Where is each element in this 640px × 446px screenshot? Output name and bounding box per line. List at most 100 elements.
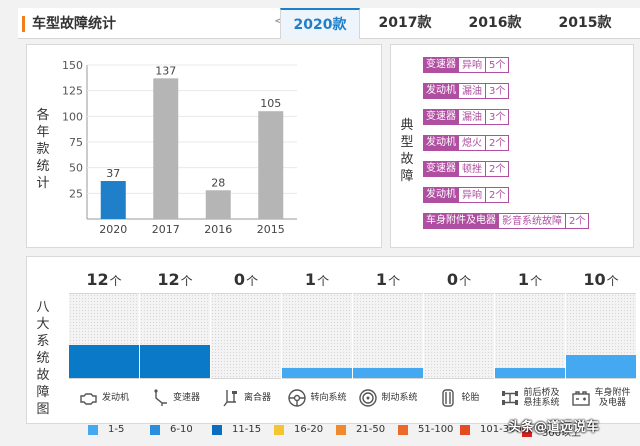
fault-type-tag: 影音系统故障	[499, 213, 566, 229]
bar-2015	[258, 111, 284, 219]
legend-swatch	[460, 424, 470, 435]
fault-type-tag: 异响	[459, 187, 486, 203]
legend-swatch	[150, 424, 160, 435]
fault-type-tag: 漏油	[459, 109, 486, 125]
system-column[interactable]: 10个 车身附件 及电器	[566, 267, 636, 417]
tab-2017[interactable]: 2017款	[378, 15, 432, 31]
system-level-fill	[282, 367, 352, 378]
system-column[interactable]: 12个发动机	[69, 267, 139, 417]
system-label: 车身附件 及电器	[566, 378, 636, 417]
fault-item[interactable]: 发动机 漏油 3个	[423, 83, 510, 99]
fault-count-tag: 2个	[486, 135, 510, 151]
tab-2015[interactable]: 2015款	[558, 15, 612, 31]
y-tick-label: 100	[62, 110, 83, 123]
system-count: 12个	[69, 267, 139, 294]
gear-shift-icon	[154, 389, 167, 406]
bar-2020	[100, 181, 126, 219]
fault-item[interactable]: 发动机 异响 2个	[423, 187, 510, 203]
yearly-stats-panel: 各年款统计 25 50 75 100 125 150 37 2020 137 2017 28 2016…	[26, 44, 382, 248]
bar-value-label: 28	[211, 176, 225, 189]
system-column[interactable]: 0个轮胎	[424, 267, 494, 417]
legend-item: 101-300	[460, 424, 522, 435]
x-tick-label: 2016	[204, 223, 232, 236]
legend-swatch	[212, 424, 222, 435]
legend-label: 101-300	[480, 424, 522, 435]
fault-system-tag: 发动机	[423, 187, 459, 203]
legend-label: 6-10	[170, 424, 193, 435]
system-level-area	[211, 294, 281, 378]
fault-count-tag: 2个	[566, 213, 590, 229]
car-battery-icon	[572, 391, 591, 406]
clutch-icon	[223, 390, 237, 407]
fault-system-tag: 变速器	[423, 57, 459, 73]
y-tick-label: 125	[62, 85, 83, 98]
system-name: 前后桥及 悬挂系统	[523, 388, 560, 408]
fault-item[interactable]: 变速器 顿挫 2个	[423, 161, 510, 177]
system-count: 0个	[424, 267, 494, 294]
y-tick-label: 150	[62, 59, 83, 72]
system-count: 1个	[282, 267, 352, 294]
fault-item[interactable]: 变速器 异响 5个	[423, 57, 510, 73]
system-count: 12个	[140, 267, 210, 294]
fault-count-tag: 2个	[486, 161, 510, 177]
system-name: 发动机	[101, 393, 129, 403]
bar-value-label: 137	[155, 64, 176, 77]
systems-panel: 八大系统故障图 12个 发动机 12个 变速器 0个 离合器 1个 转向系统 1个 制动系统 0个轮…	[26, 256, 640, 424]
fault-count-tag: 3个	[486, 83, 510, 99]
fault-count-tag: 3个	[486, 109, 510, 125]
systems-side-label: 八大系统故障图	[36, 300, 50, 417]
fault-system-tag: 车身附件及电器	[423, 213, 499, 229]
legend-label: 11-15	[232, 424, 262, 435]
header-bar: 车型故障统计 < 2020款 2017款 2016款 2015款	[18, 8, 640, 39]
x-tick-label: 2015	[257, 223, 285, 236]
system-level-area	[140, 294, 210, 378]
system-level-area	[566, 294, 636, 378]
system-column[interactable]: 12个变速器	[140, 267, 210, 417]
fault-type-tag: 顿挫	[459, 161, 486, 177]
system-label: 制动系统	[353, 378, 423, 417]
page-title: 车型故障统计	[32, 16, 116, 32]
system-column[interactable]: 1个前后桥及 悬挂系统	[495, 267, 565, 417]
x-tick-label: 2017	[152, 223, 180, 236]
system-column[interactable]: 0个 离合器	[211, 267, 281, 417]
system-label: 转向系统	[282, 378, 352, 417]
x-tick-label: 2020	[99, 223, 127, 236]
system-count: 1个	[353, 267, 423, 294]
systems-grid: 12个 发动机 12个 变速器 0个 离合器 1个 转向系统 1个 制动系统 0个 轮胎 1个 前后桥及悬…	[67, 267, 640, 417]
steering-wheel-icon	[288, 389, 307, 407]
legend-swatch	[522, 426, 532, 437]
legend-label: 21-50	[356, 424, 386, 435]
system-name: 轮胎	[461, 393, 480, 403]
legend-item: 11-15	[212, 424, 261, 435]
system-level-area	[424, 294, 494, 378]
system-label: 变速器	[140, 378, 210, 417]
bar-value-label: 37	[106, 167, 120, 180]
yearly-side-label: 各年款统计	[36, 108, 50, 191]
tire-icon	[442, 389, 455, 407]
legend-swatch	[274, 424, 284, 435]
tab-2020[interactable]: 2020款	[280, 8, 360, 39]
system-label: 前后桥及 悬挂系统	[495, 378, 565, 417]
legend-swatch	[398, 424, 408, 435]
system-column[interactable]: 1个制动系统	[353, 267, 423, 417]
tab-2016[interactable]: 2016款	[468, 15, 522, 31]
system-level-fill	[495, 367, 565, 378]
system-column[interactable]: 1个转向系统	[282, 267, 352, 417]
fault-item[interactable]: 变速器 漏油 3个	[423, 109, 510, 125]
system-name: 车身附件 及电器	[594, 388, 631, 408]
system-name: 转向系统	[310, 393, 347, 403]
legend-item: 21-50	[336, 424, 385, 435]
system-level-fill	[353, 367, 423, 378]
system-count: 0个	[211, 267, 281, 294]
fault-system-tag: 变速器	[423, 161, 459, 177]
fault-system-tag: 变速器	[423, 109, 459, 125]
prev-arrow-button[interactable]: <	[274, 14, 285, 29]
watermark-text: 头条@道远说车	[508, 420, 600, 435]
system-level-area	[69, 294, 139, 378]
y-tick-label: 75	[69, 136, 83, 149]
fault-item[interactable]: 发动机 熄火 2个	[423, 135, 510, 151]
legend-swatch	[88, 424, 98, 435]
fault-item[interactable]: 车身附件及电器 影音系统故障 2个	[423, 213, 590, 229]
system-count: 1个	[495, 267, 565, 294]
fault-system-tag: 发动机	[423, 83, 459, 99]
